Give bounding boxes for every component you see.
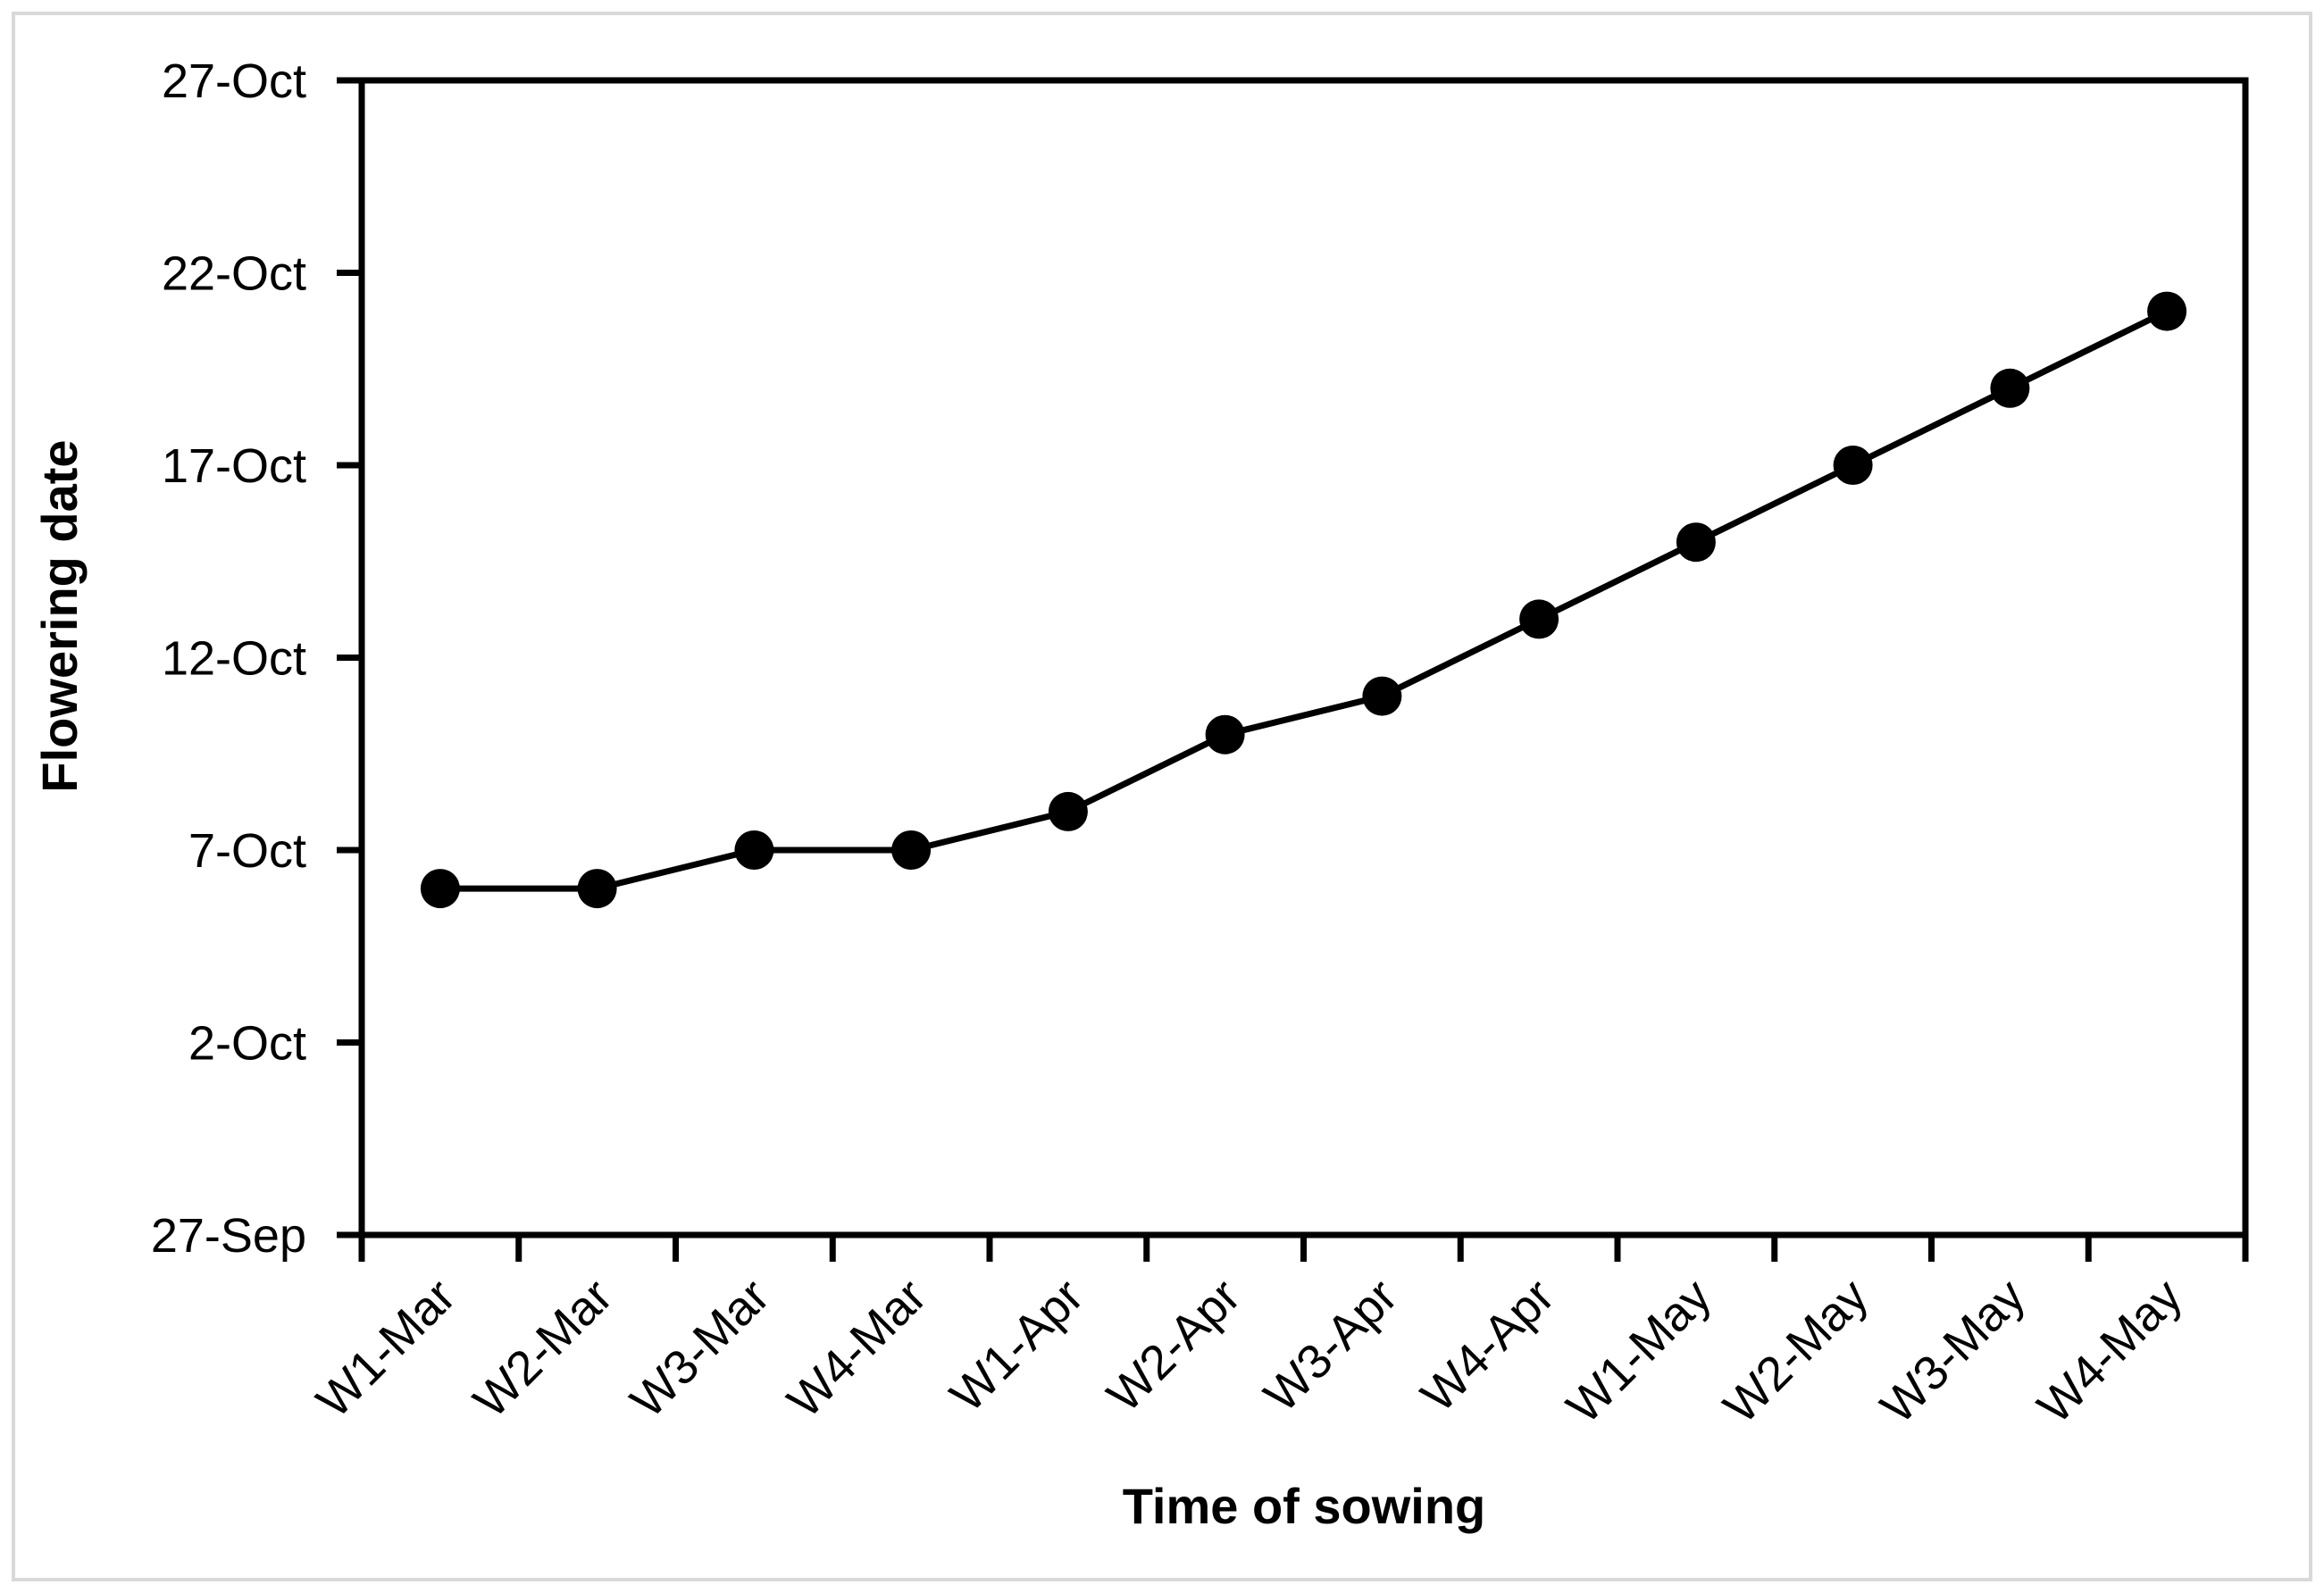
plot-frame [358,77,2249,1239]
data-point [1048,791,1088,831]
data-point [1833,446,1873,485]
y-tick-label: 7-Oct [188,824,306,878]
data-point [1205,714,1245,755]
y-axis-title: Flowering date [31,439,88,792]
x-category-label: W2-Mar [464,1269,623,1428]
data-point [577,869,617,909]
x-category-label: W4-Mar [777,1269,936,1428]
series-line [437,308,2170,892]
x-category-label: W2-Apr [1097,1269,1250,1422]
y-tick-label: 27-Oct [162,54,306,108]
x-category-label: W1-Mar [306,1269,465,1428]
x-category-label: W3-May [1870,1269,2036,1434]
data-point [891,830,932,870]
data-point [420,869,460,909]
y-tick-label: 17-Oct [162,439,306,493]
x-category-label: W3-Mar [621,1269,780,1428]
y-tick-label: 12-Oct [162,632,306,686]
y-tick-label: 27-Sep [151,1209,306,1263]
data-series [420,291,2187,909]
x-category-label: W3-Apr [1254,1269,1408,1422]
x-axis-ticks [358,1235,2249,1262]
x-axis-title: Time of sowing [1123,1478,1486,1534]
x-category-label: W4-Apr [1411,1269,1565,1422]
data-point [1676,522,1716,563]
data-point [1519,599,1559,639]
x-category-label: W1-Apr [940,1269,1094,1422]
data-point [1362,676,1402,716]
x-category-label: W1-May [1557,1269,1722,1434]
data-point [734,830,774,870]
y-axis-labels: 27-Sep 2-Oct 7-Oct 12-Oct 17-Oct 22-Oct 27-Oct [151,54,306,1263]
x-category-label: W4-May [2027,1269,2193,1434]
data-point [2147,291,2187,331]
y-tick-label: 22-Oct [162,247,306,301]
y-tick-label: 2-Oct [188,1017,306,1071]
y-axis-ticks [337,77,362,1239]
data-point [1990,368,2030,408]
x-category-label: W2-May [1714,1269,1879,1434]
